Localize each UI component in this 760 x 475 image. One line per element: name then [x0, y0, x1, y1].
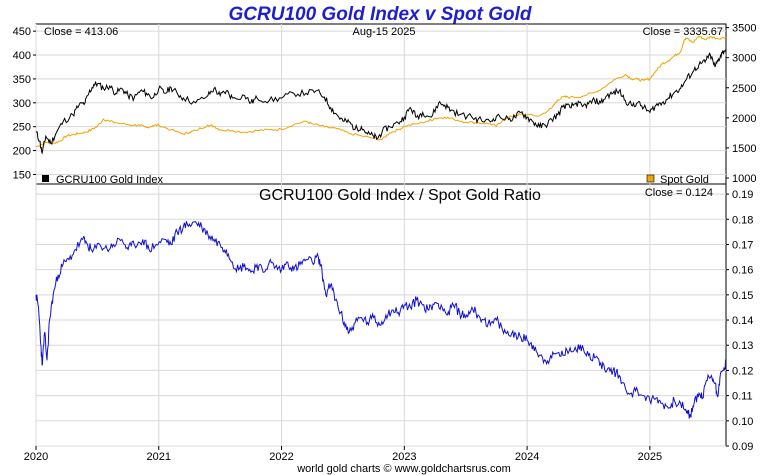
bottom-close-label: Close = 0.124 [645, 187, 713, 199]
bottom-right-tick-label: 0.10 [732, 416, 753, 428]
ratio-series-line [35, 220, 727, 419]
top-right-tick-label: 3500 [732, 23, 756, 35]
top-right-tick-label: 3000 [732, 53, 756, 65]
top-left-tick-label: 250 [13, 122, 31, 134]
top-right-tick-label: 2000 [732, 113, 756, 125]
x-tick-label: 2020 [24, 451, 48, 463]
top-right-tick-label: 1000 [732, 173, 756, 185]
footer-credit: world gold charts © www.goldchartsrus.co… [296, 463, 511, 475]
top-right-axis: 1000 1500 2000 2500 3000 3500 [726, 23, 756, 185]
chart-title: GCRU100 Gold Index v Spot Gold [229, 4, 532, 25]
top-right-tick-label: 1500 [732, 143, 756, 155]
top-close-right: Close = 3335.67 [643, 26, 723, 38]
bottom-right-tick-label: 0.09 [732, 441, 753, 453]
top-grid [35, 24, 726, 184]
x-tick-label: 2023 [392, 451, 416, 463]
bottom-right-tick-label: 0.14 [732, 315, 753, 327]
bottom-right-tick-label: 0.19 [732, 189, 753, 201]
x-tick-label: 2022 [269, 451, 293, 463]
spot-gold-series-line [35, 35, 727, 148]
bottom-right-tick-label: 0.12 [732, 365, 753, 377]
top-date-label: Aug-15 2025 [353, 26, 416, 38]
top-left-tick-label: 450 [13, 26, 31, 38]
legend-swatch-gold [646, 174, 655, 183]
bottom-right-tick-label: 0.18 [732, 214, 753, 226]
top-left-tick-label: 300 [13, 98, 31, 110]
top-left-tick-label: 400 [13, 50, 31, 62]
gcru100-index-series-line [35, 48, 727, 155]
bottom-panel-frame [35, 183, 727, 447]
bottom-right-axis: 0.09 0.10 0.11 0.12 0.13 0.14 0.15 0.16 0.17 0.18… [726, 189, 753, 453]
x-tick-label: 2025 [638, 451, 662, 463]
bottom-right-tick-label: 0.11 [732, 391, 753, 403]
bottom-right-tick-label: 0.15 [732, 290, 753, 302]
x-tick-label: 2024 [515, 451, 539, 463]
top-left-axis: 150 200 250 300 350 400 450 [13, 26, 36, 181]
bottom-right-tick-label: 0.13 [732, 340, 753, 352]
top-left-tick-label: 150 [13, 169, 31, 181]
legend-label-gold: Spot Gold [660, 174, 709, 186]
legend-label-index: GCRU100 Gold Index [56, 174, 163, 186]
bottom-right-tick-label: 0.17 [732, 239, 753, 251]
top-right-tick-label: 2500 [732, 83, 756, 95]
top-left-tick-label: 350 [13, 74, 31, 86]
top-left-tick-label: 200 [13, 146, 31, 158]
top-panel-frame [35, 23, 727, 185]
bottom-panel-title: GCRU100 Gold Index / Spot Gold Ratio [259, 187, 541, 204]
legend-swatch-index [42, 175, 49, 182]
x-axis: 2020 2021 2022 2023 2024 2025 [24, 446, 662, 463]
bottom-right-tick-label: 0.16 [732, 265, 753, 277]
x-tick-label: 2021 [147, 451, 171, 463]
top-close-left: Close = 413.06 [44, 26, 118, 38]
